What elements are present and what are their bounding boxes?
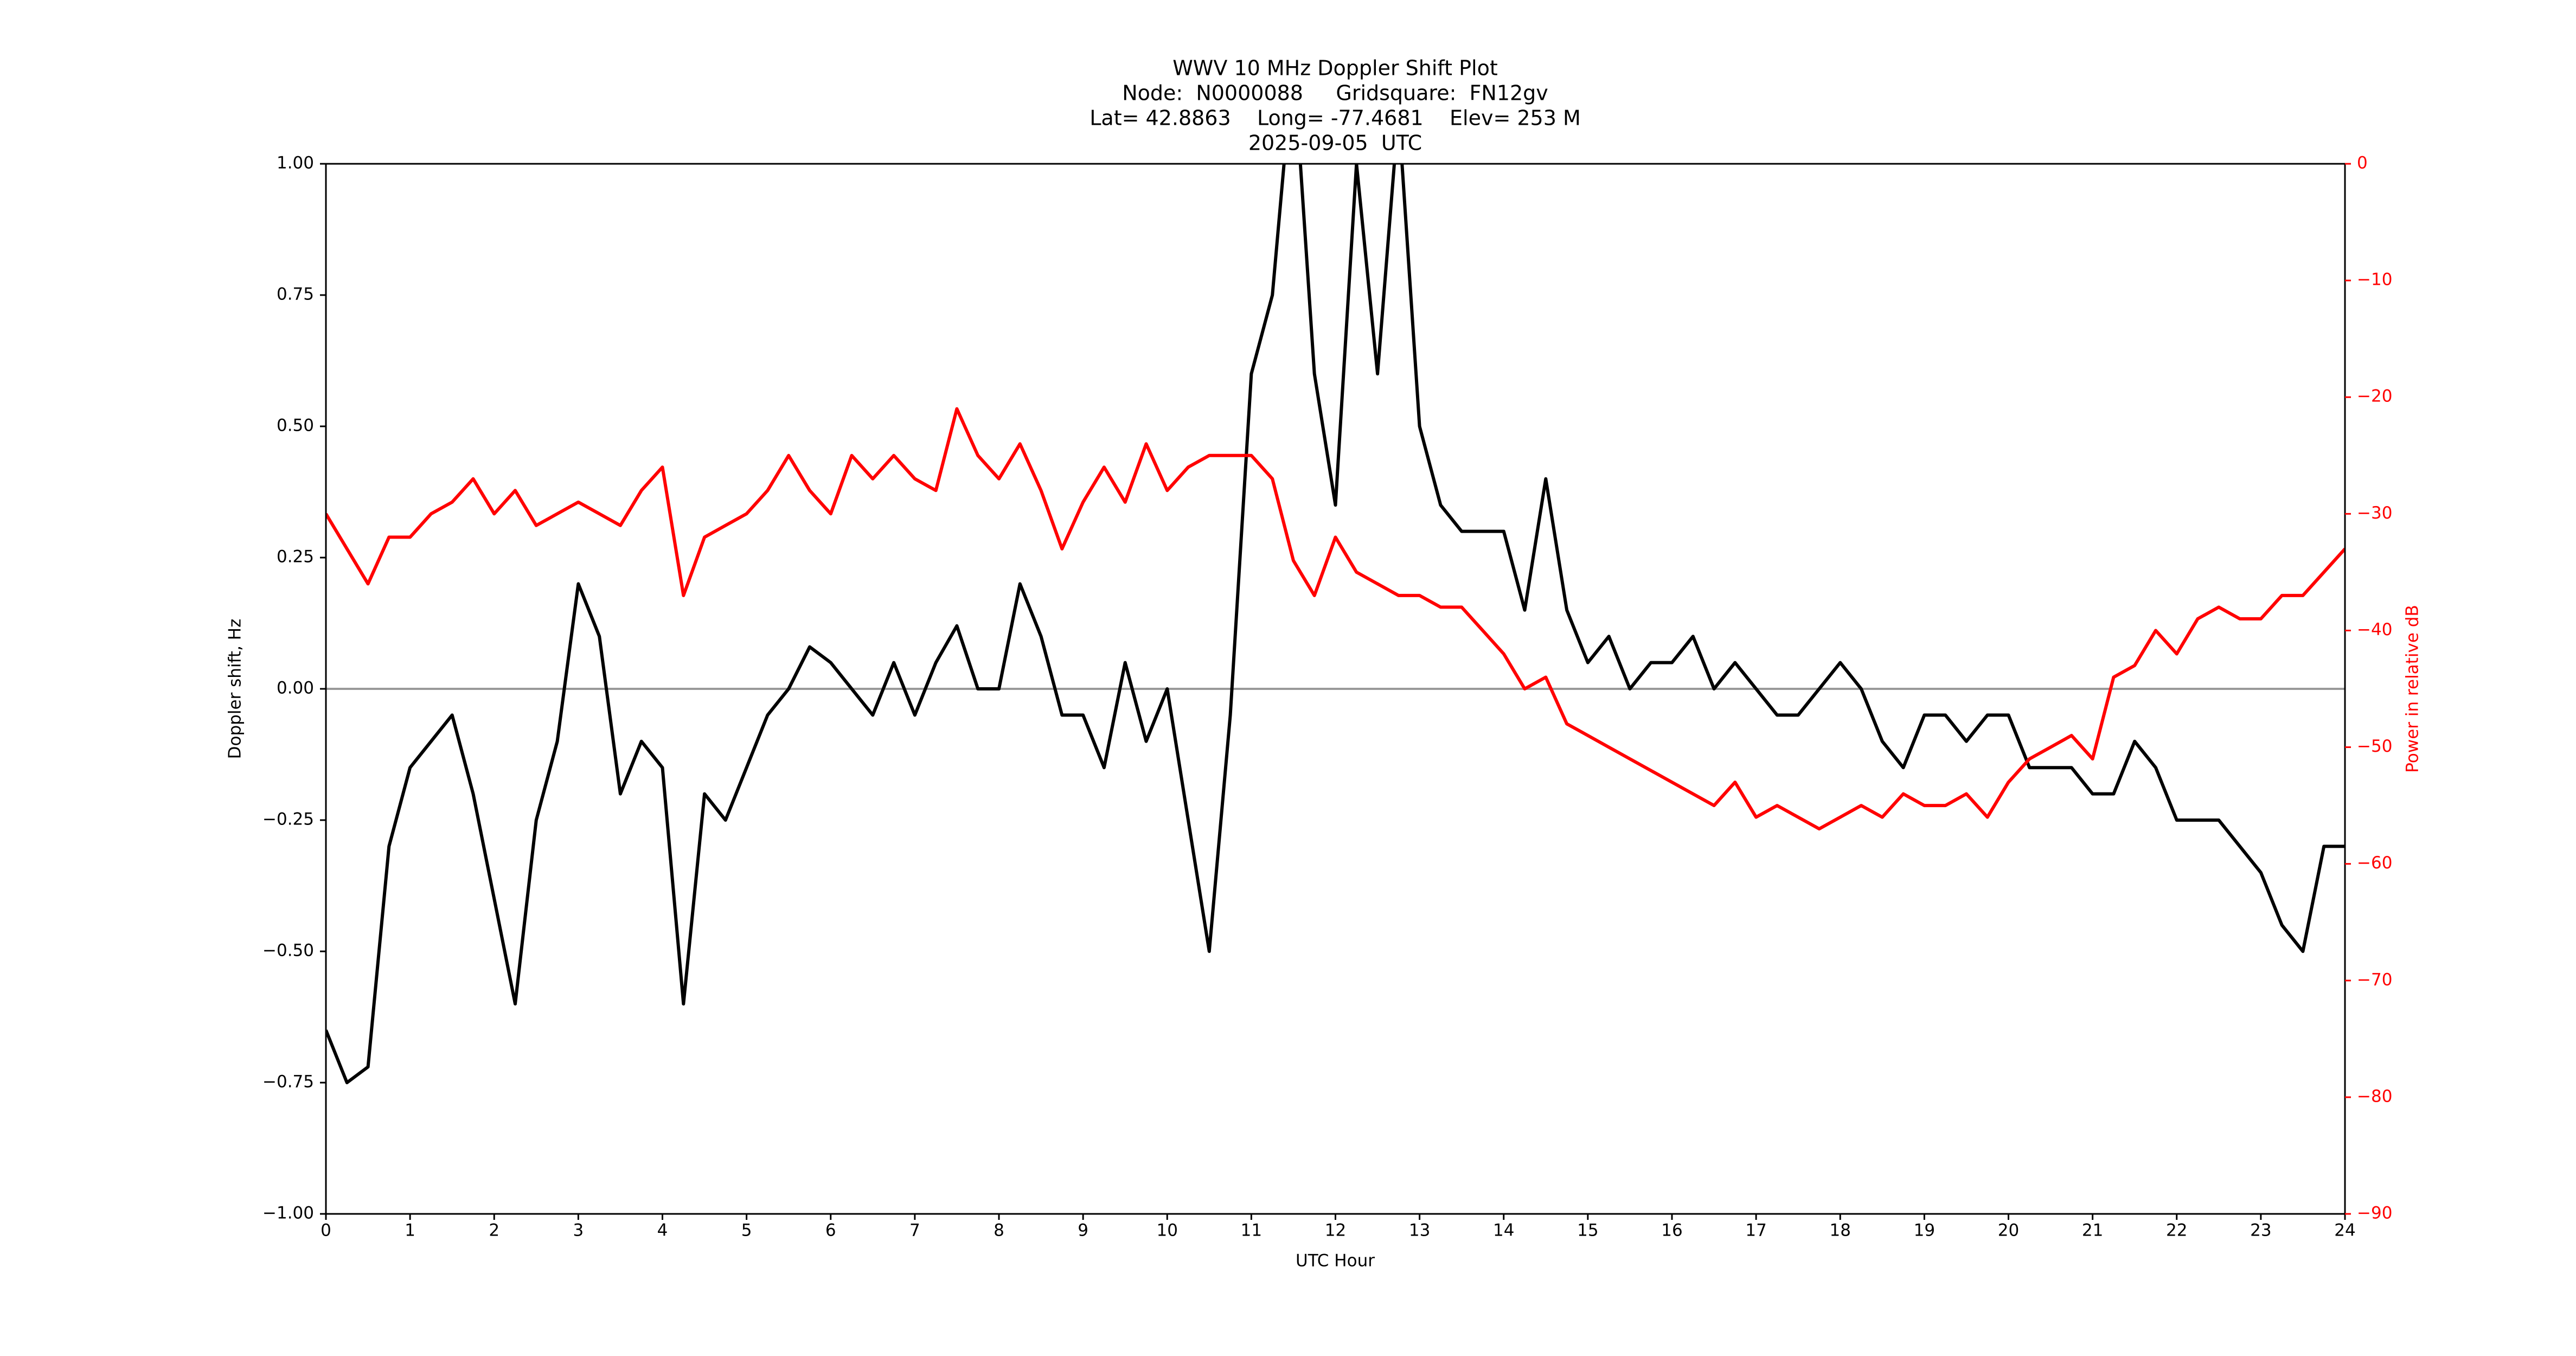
x-tick-label: 11 (1241, 1221, 1262, 1240)
y2-axis-label: Power in relative dB (2403, 605, 2423, 772)
y-tick-label: 0.50 (277, 416, 314, 436)
x-tick-label: 24 (2334, 1221, 2355, 1240)
plot-area (326, 164, 2345, 1084)
y-tick-label: −1.00 (262, 1204, 314, 1223)
x-tick-label: 6 (825, 1221, 836, 1240)
x-tick-label: 21 (2082, 1221, 2103, 1240)
y-tick-label: 0.75 (277, 285, 314, 304)
chart-title: WWV 10 MHz Doppler Shift Plot (1172, 56, 1498, 80)
y-tick-label: −0.50 (262, 941, 314, 961)
x-tick-label: 16 (1661, 1221, 1682, 1240)
x-tick-label: 17 (1745, 1221, 1766, 1240)
y2-tick-label: −10 (2357, 270, 2392, 290)
x-tick-label: 22 (2166, 1221, 2187, 1240)
x-tick-label: 10 (1157, 1221, 1178, 1240)
chart-title: Lat= 42.8863 Long= -77.4681 Elev= 253 M (1090, 106, 1581, 130)
y2-tick-label: −70 (2357, 970, 2392, 989)
x-tick-label: 8 (994, 1221, 1004, 1240)
y2-tick-label: 0 (2357, 153, 2368, 173)
x-tick-label: 9 (1078, 1221, 1088, 1240)
y-tick-label: 0.25 (277, 547, 314, 567)
x-tick-label: 5 (741, 1221, 752, 1240)
x-tick-label: 23 (2250, 1221, 2271, 1240)
y2-tick-label: −60 (2357, 853, 2392, 873)
y-tick-label: −0.75 (262, 1072, 314, 1092)
y2-tick-label: −50 (2357, 737, 2392, 756)
x-axis-label: UTC Hour (1296, 1251, 1375, 1271)
x-tick-label: 4 (657, 1221, 668, 1240)
y-tick-label: −0.25 (262, 810, 314, 829)
x-tick-label: 14 (1493, 1221, 1514, 1240)
x-tick-label: 15 (1577, 1221, 1598, 1240)
x-tick-label: 1 (405, 1221, 415, 1240)
x-tick-label: 0 (321, 1221, 331, 1240)
y2-tick-label: −40 (2357, 620, 2392, 639)
x-tick-label: 19 (1914, 1221, 1935, 1240)
x-tick-label: 12 (1325, 1221, 1346, 1240)
y2-tick-label: −20 (2357, 387, 2392, 406)
x-tick-label: 2 (489, 1221, 499, 1240)
x-tick-label: 18 (1830, 1221, 1851, 1240)
data-line (326, 164, 2345, 1084)
y2-tick-label: −30 (2357, 503, 2392, 523)
x-tick-label: 7 (909, 1221, 920, 1240)
y2-tick-label: −80 (2357, 1086, 2392, 1106)
x-tick-label: 13 (1409, 1221, 1430, 1240)
y-tick-label: 1.00 (277, 153, 314, 173)
y2-tick-label: −90 (2357, 1204, 2392, 1223)
data-line (326, 407, 2345, 831)
chart-title: Node: N0000088 Gridsquare: FN12gv (1122, 81, 1548, 105)
x-tick-label: 3 (573, 1221, 584, 1240)
chart-title: 2025-09-05 UTC (1248, 131, 1422, 155)
y-axis-label: Doppler shift, Hz (226, 619, 245, 759)
y-tick-label: 0.00 (277, 679, 314, 698)
x-tick-label: 20 (1998, 1221, 2019, 1240)
